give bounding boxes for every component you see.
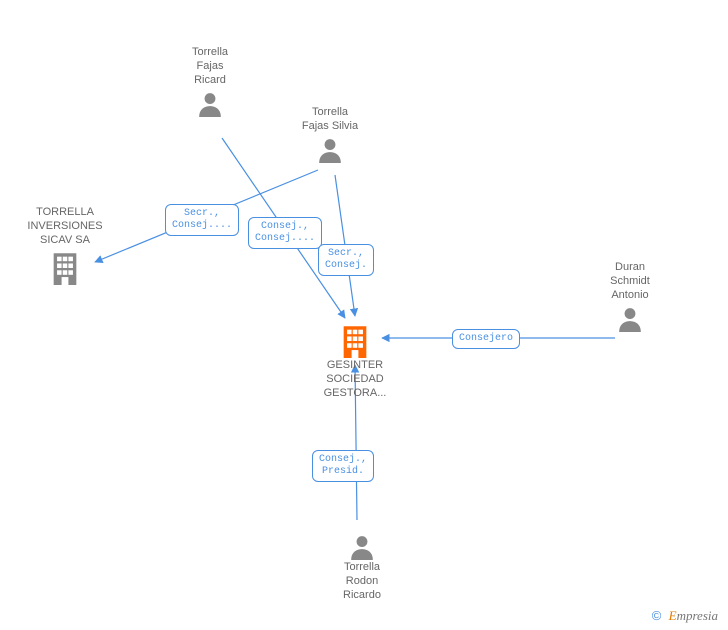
node-label: Torrella Fajas Silvia: [302, 106, 358, 132]
brand-initial: E: [669, 608, 677, 623]
edge-label[interactable]: Secr., Consej....: [165, 204, 239, 236]
node-ricard[interactable]: Torrella Fajas Ricard: [155, 45, 265, 117]
person-icon: [317, 137, 343, 163]
edge-label[interactable]: Consej., Consej....: [248, 217, 322, 249]
edge-label[interactable]: Consej., Presid.: [312, 450, 374, 482]
node-label: Torrella Fajas Ricard: [192, 46, 228, 86]
node-antonio[interactable]: Duran Schmidt Antonio: [575, 260, 685, 332]
building-icon: [51, 251, 79, 285]
node-gesinter[interactable]: GESINTER SOCIEDAD GESTORA...: [300, 320, 410, 400]
edge-label[interactable]: Consejero: [452, 329, 520, 349]
node-label: TORRELLA INVERSIONES SICAV SA: [27, 206, 102, 246]
node-silvia[interactable]: Torrella Fajas Silvia: [275, 105, 385, 163]
person-icon: [617, 306, 643, 332]
node-ricardo[interactable]: Torrella Rodon Ricardo: [307, 530, 417, 602]
copyright-symbol: ©: [652, 608, 662, 623]
node-label: GESINTER SOCIEDAD GESTORA...: [324, 359, 387, 399]
node-label: Torrella Rodon Ricardo: [343, 561, 381, 601]
node-label: Duran Schmidt Antonio: [610, 261, 650, 301]
node-sicav[interactable]: TORRELLA INVERSIONES SICAV SA: [10, 205, 120, 285]
building-icon: [341, 324, 369, 358]
watermark: © Empresia: [652, 608, 718, 624]
diagram-canvas: Torrella Fajas Ricard Torrella Fajas Silv…: [0, 0, 728, 630]
edge-label[interactable]: Secr., Consej.: [318, 244, 374, 276]
person-icon: [197, 91, 223, 117]
brand-rest: mpresia: [677, 608, 718, 623]
person-icon: [349, 534, 375, 560]
